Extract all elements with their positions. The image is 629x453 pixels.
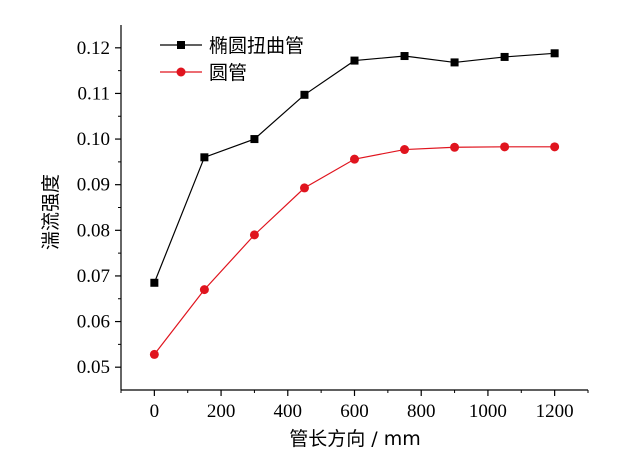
data-point: [199, 285, 209, 295]
x-tick-label: 600: [340, 401, 369, 422]
y-axis-title: 湍流强度: [40, 174, 62, 250]
data-point: [249, 230, 259, 240]
data-point: [250, 135, 259, 144]
y-tick-label: 0.10: [77, 129, 110, 150]
data-point: [300, 90, 309, 99]
data-point: [150, 278, 159, 287]
x-axis-title: 管长方向 / mm: [289, 428, 421, 450]
data-point: [200, 153, 209, 162]
y-tick-label: 0.07: [77, 266, 110, 287]
data-point: [149, 349, 159, 359]
data-point: [400, 52, 409, 61]
x-axis: 0 200 400 600 800 1000 1200: [120, 390, 589, 422]
y-tick-label: 0.11: [77, 83, 110, 104]
y-tick-label: 0.08: [77, 220, 110, 241]
legend-marker: [176, 67, 186, 77]
data-point: [550, 49, 559, 58]
y-axis: 0.05 0.06 0.07 0.08 0.09 0.10 0.11 0.12: [77, 38, 121, 378]
data-point: [500, 142, 510, 152]
series-line: [153, 52, 555, 284]
x-tick-label: 200: [207, 401, 236, 422]
x-tick-label: 400: [274, 401, 303, 422]
series-1: [150, 49, 559, 287]
data-point: [350, 154, 359, 164]
y-tick-label: 0.05: [77, 357, 110, 378]
data-point: [350, 56, 359, 65]
series-2: [149, 142, 560, 359]
legend-label: 圆管: [209, 62, 247, 84]
x-tick-label: 0: [150, 401, 160, 422]
y-tick-label: 0.12: [77, 38, 110, 59]
y-tick-label: 0.09: [77, 175, 110, 196]
legend-marker: [177, 41, 185, 49]
data-point: [550, 142, 560, 152]
data-point: [450, 142, 460, 152]
plot-frame: [120, 25, 588, 391]
data-point: [400, 145, 410, 155]
legend-label: 椭圆扭曲管: [209, 35, 304, 57]
data-point: [500, 52, 509, 61]
y-tick-label: 0.06: [77, 312, 110, 333]
x-tick-label: 800: [407, 401, 436, 422]
x-tick-label: 1200: [536, 401, 574, 422]
data-point: [450, 58, 459, 67]
x-tick-label: 1000: [469, 401, 507, 422]
data-point: [299, 183, 309, 193]
series-line: [153, 146, 555, 355]
series-layer: [149, 49, 560, 359]
